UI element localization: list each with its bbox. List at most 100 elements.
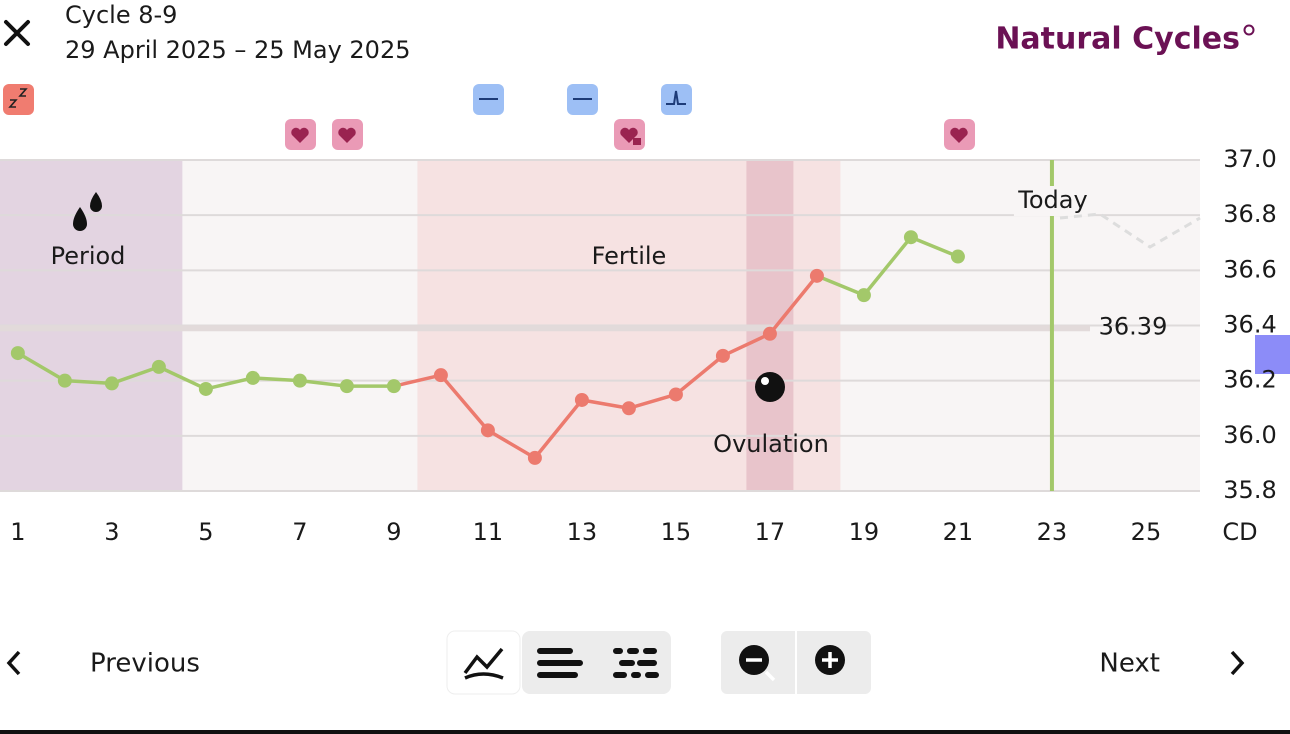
line-segment [815,274,866,297]
temperature-point [151,359,166,374]
icon-row [3,84,692,115]
x-tick-label: 21 [943,518,974,546]
ovulation-icon [755,372,785,402]
y-tick-label: 36.4 [1223,311,1276,339]
period-icon [73,192,102,231]
temperature-point [10,346,25,361]
line-segment [439,373,490,433]
bottom-bar [0,730,1290,734]
line-segment [580,398,631,410]
heart-glyph [291,127,309,143]
temperature-point [480,423,495,438]
line-segment [862,235,913,297]
x-tick-label: 9 [386,518,401,546]
temperature-point [527,450,542,465]
close-button[interactable] [4,20,30,46]
temperature-point [433,368,448,383]
line-segment [157,365,208,391]
side-tab[interactable] [1255,335,1290,374]
band-label: Fertile [592,242,667,270]
x-tick-label: 15 [661,518,692,546]
next-chevron[interactable] [1230,650,1245,676]
temperature-point [621,401,636,416]
temperature-point [245,370,260,385]
dots-view[interactable] [613,648,659,678]
heart-glyph [620,127,638,143]
line-segment [909,235,960,259]
brand-logo: Natural Cycles [995,22,1240,57]
graph-glyph [463,647,504,680]
temperature-point [386,379,401,394]
heart-row [285,119,975,150]
previous-button[interactable]: Previous [90,649,200,679]
cycle-title: Cycle 8-9 [65,1,177,29]
plot-area [0,159,1200,492]
x-tick-label: 7 [292,518,307,546]
sleep-icon [3,84,34,115]
bars-view[interactable] [537,648,583,678]
x-tick-label: 25 [1131,518,1162,546]
x-tick-label: 11 [473,518,504,546]
temperature-point [856,288,871,303]
line-segment [204,376,255,391]
x-tick-label: 13 [567,518,598,546]
line-segment [486,428,537,460]
band-label: Ovulation [713,430,829,458]
cover-line-label: 36.39 [1099,312,1168,340]
line-segment [392,373,443,388]
lock-glyph [633,138,641,145]
line-segment [251,376,302,383]
x-axis-label: CD [1222,518,1257,546]
y-tick-label: 35.8 [1223,476,1276,504]
today-label: Today [1017,186,1087,214]
y-tick-label: 36.6 [1223,255,1276,283]
x-tick-label: 1 [10,518,25,546]
view-switch [522,631,671,694]
line-segment [768,274,819,336]
x-tick-label: 3 [104,518,119,546]
line-segment [110,365,161,386]
band-label: Period [51,242,126,270]
lh-glyph [666,90,686,105]
temperature-point [715,348,730,363]
temperature-point [809,268,824,283]
temperature-point [292,373,307,388]
line-segment [298,378,349,388]
sleep-glyph [8,88,28,108]
x-tick-label: 17 [755,518,786,546]
x-tick-label: 5 [198,518,213,546]
line-segment [721,332,772,358]
zoom-in-glyph [822,652,838,668]
temperature-point [950,249,965,264]
today-label-bg [1013,186,1090,216]
temperature-point [104,376,119,391]
y-tick-label: 36.8 [1223,200,1276,228]
line-segment [16,351,67,383]
x-tick-label: 19 [849,518,880,546]
temperature-point [574,392,589,407]
temperature-point [57,373,72,388]
brand-mark [1243,24,1255,36]
prediction-line [1059,212,1201,249]
y-tick-label: 37.0 [1223,145,1276,173]
temperature-point [198,381,213,396]
prev-chevron[interactable] [6,650,21,676]
next-button[interactable]: Next [1099,649,1160,679]
temperature-point [903,230,918,245]
heart-glyph [338,127,356,143]
line-segment [674,354,725,397]
line-segment [533,398,584,460]
temperature-point [668,387,683,402]
temperature-point [339,379,354,394]
zoom-out-glyph [746,658,776,682]
y-tick-label: 36.0 [1223,421,1276,449]
x-tick-label: 23 [1037,518,1068,546]
line-segment [627,392,678,410]
temperature-point [762,326,777,341]
ovulation-icon-shine [761,377,769,385]
cycle-dates: 29 April 2025 – 25 May 2025 [65,36,410,64]
y-tick-label: 36.2 [1223,366,1276,394]
line-segment [63,378,114,386]
